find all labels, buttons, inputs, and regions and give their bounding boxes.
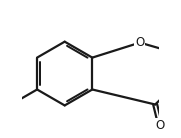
Text: O: O	[156, 119, 165, 132]
Text: O: O	[135, 36, 144, 49]
